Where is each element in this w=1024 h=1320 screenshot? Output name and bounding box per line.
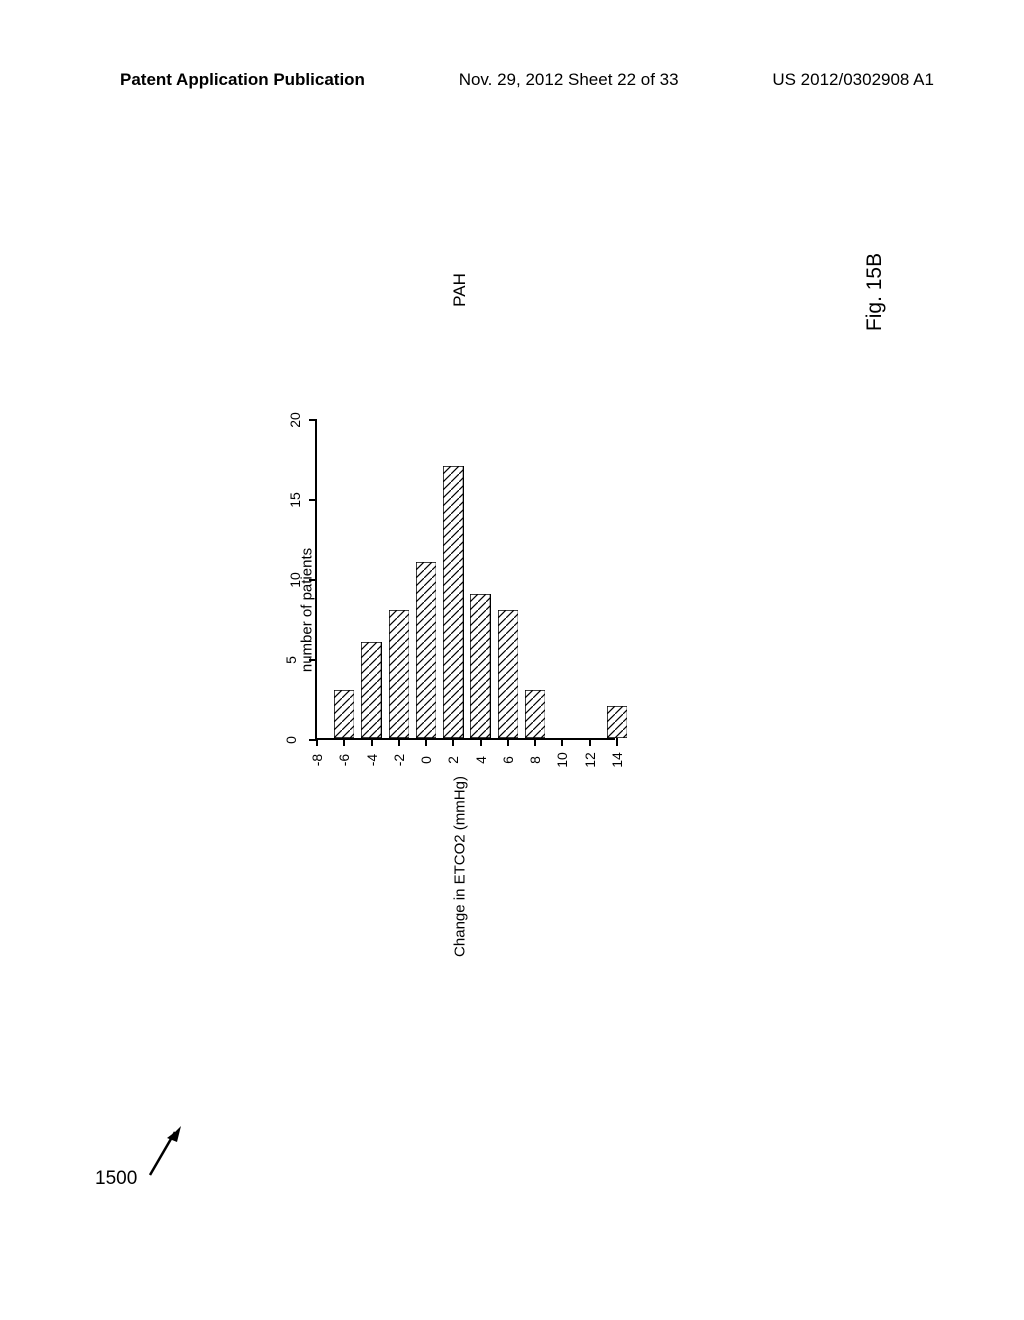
y-tick-label: 20 [287, 412, 303, 428]
plot-area: 05101520-8-6-4-202468101214 [315, 420, 615, 740]
x-tick [371, 738, 373, 746]
y-tick [309, 419, 317, 421]
x-tick [452, 738, 454, 746]
x-tick [561, 738, 563, 746]
x-tick [507, 738, 509, 746]
bar [443, 466, 463, 738]
x-tick-label: 0 [418, 756, 434, 764]
bar-chart: PAH number of patients Change in ETCO2 (… [280, 420, 640, 800]
page-header: Patent Application Publication Nov. 29, … [0, 0, 1024, 90]
arrow-icon [145, 1120, 185, 1180]
x-tick [534, 738, 536, 746]
x-tick-label: 2 [445, 756, 461, 764]
x-tick-label: 4 [473, 756, 489, 764]
x-tick [480, 738, 482, 746]
x-tick [398, 738, 400, 746]
x-tick [589, 738, 591, 746]
header-left: Patent Application Publication [120, 70, 365, 90]
y-tick-label: 5 [283, 656, 299, 664]
bar [334, 690, 354, 738]
bar [470, 594, 490, 738]
x-tick-label: -6 [336, 754, 352, 766]
x-tick [425, 738, 427, 746]
x-tick-label: 6 [500, 756, 516, 764]
y-tick [309, 659, 317, 661]
x-tick-label: 14 [609, 752, 625, 768]
bar [416, 562, 436, 738]
bar [525, 690, 545, 738]
x-tick [616, 738, 618, 746]
x-tick-label: 10 [554, 752, 570, 768]
figure-label: Fig. 15B [863, 253, 887, 331]
chart-title: PAH [450, 273, 470, 307]
bar [389, 610, 409, 738]
x-tick-label: 8 [527, 756, 543, 764]
bar [361, 642, 381, 738]
y-axis-label: number of patients [299, 548, 316, 672]
x-tick-label: -8 [309, 754, 325, 766]
header-right: US 2012/0302908 A1 [772, 70, 934, 90]
x-tick-label: -2 [391, 754, 407, 766]
header-center: Nov. 29, 2012 Sheet 22 of 33 [459, 70, 679, 90]
y-tick-label: 10 [287, 572, 303, 588]
y-tick [309, 499, 317, 501]
reference-number: 1500 [95, 1168, 137, 1190]
x-axis-label: Change in ETCO2 (mmHg) [452, 776, 469, 957]
bar [498, 610, 518, 738]
y-tick-label: 15 [287, 492, 303, 508]
x-tick-label: 12 [582, 752, 598, 768]
bar [607, 706, 627, 738]
x-tick [316, 738, 318, 746]
y-tick-label: 0 [283, 736, 299, 744]
y-tick [309, 579, 317, 581]
x-tick-label: -4 [364, 754, 380, 766]
x-tick [343, 738, 345, 746]
